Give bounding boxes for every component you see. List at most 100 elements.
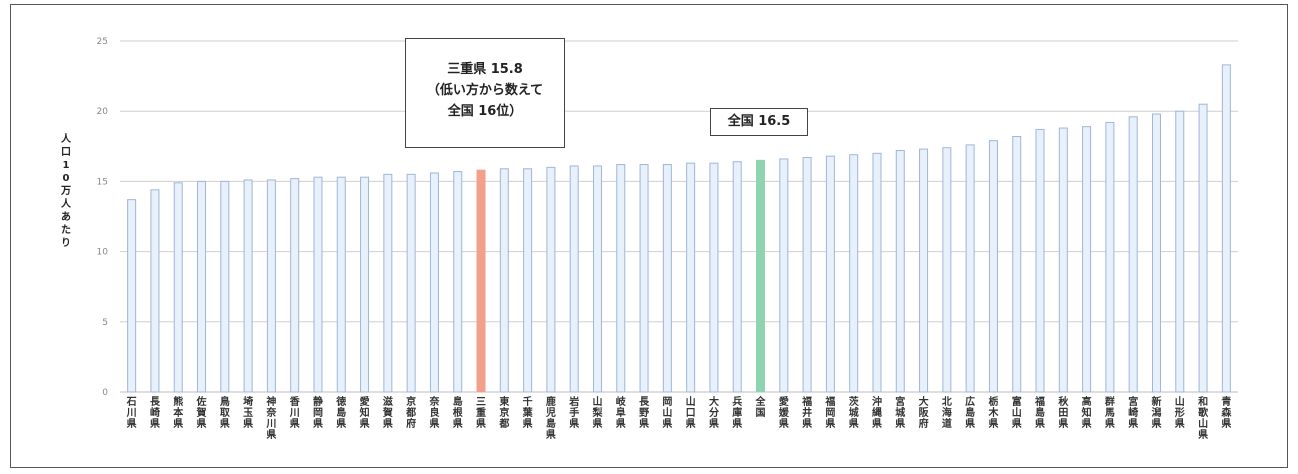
category-label: 沖縄県 xyxy=(872,395,882,430)
bar-36 xyxy=(942,147,952,393)
category-label: 岐阜県 xyxy=(616,395,626,430)
category-label: 広島県 xyxy=(965,395,975,430)
bar-42 xyxy=(1082,126,1092,393)
bar-34 xyxy=(895,150,905,393)
category-label: 北海道 xyxy=(942,395,952,430)
category-label: 三重県 xyxy=(476,396,486,430)
category-label: 奈良県 xyxy=(428,395,440,430)
category-label: 岡山県 xyxy=(662,396,672,430)
y-tick-label: 15 xyxy=(97,177,108,187)
bar-45 xyxy=(1151,113,1161,393)
category-label: 岩手県 xyxy=(568,395,579,430)
bar-31 xyxy=(825,155,835,393)
category-label: 栃木県 xyxy=(987,395,999,430)
category-label: 神奈川県 xyxy=(265,395,277,441)
bar-12 xyxy=(383,173,393,393)
bar-5 xyxy=(220,180,230,393)
bar-41 xyxy=(1058,127,1068,393)
category-label: 富山県 xyxy=(1012,395,1022,430)
mie-annotation: 三重県 15.8 （低い方から数えて 全国 16位） xyxy=(405,38,565,148)
bar-48 xyxy=(1221,64,1231,393)
category-label: 宮城県 xyxy=(895,395,905,430)
y-tick-label: 10 xyxy=(97,248,109,258)
category-label: 大阪府 xyxy=(919,395,930,430)
category-label: 和歌山県 xyxy=(1197,395,1209,441)
category-label: 熊本県 xyxy=(173,395,184,430)
bar-25 xyxy=(686,162,696,393)
category-label: 宮崎県 xyxy=(1128,395,1138,430)
bar-39 xyxy=(1012,135,1022,393)
national-annotation: 全国 16.5 xyxy=(710,108,808,136)
category-label: 大分県 xyxy=(709,395,719,430)
category-label: 青森県 xyxy=(1220,395,1232,430)
bar-4 xyxy=(197,180,207,393)
y-tick-label: 0 xyxy=(102,388,108,398)
bar-9 xyxy=(313,176,323,393)
bar-13 xyxy=(406,173,416,393)
bar-44 xyxy=(1128,116,1138,393)
category-label: 新潟県 xyxy=(1151,395,1161,430)
category-label: 秋田県 xyxy=(1058,395,1069,430)
bar-35 xyxy=(919,148,929,393)
bar-38 xyxy=(988,140,998,393)
category-label: 埼玉県 xyxy=(243,395,253,430)
mie-annotation-line-1: 三重県 15.8 xyxy=(447,62,523,77)
bar-15 xyxy=(453,171,463,393)
category-label: 長崎県 xyxy=(150,396,161,430)
bar-32 xyxy=(849,154,859,393)
bar-14 xyxy=(429,172,439,393)
category-label: 福岡県 xyxy=(824,395,835,430)
bar-33 xyxy=(872,152,882,393)
y-tick-label: 5 xyxy=(102,318,108,328)
category-label: 島根県 xyxy=(453,395,463,430)
bar-43 xyxy=(1105,121,1115,393)
category-label: 高知県 xyxy=(1081,395,1092,430)
bar-3 xyxy=(173,182,183,393)
category-label: 山口県 xyxy=(686,395,696,430)
y-axis-label: 人口 1 0 万人あたり xyxy=(60,132,72,249)
category-label: 山梨県 xyxy=(591,395,603,430)
mie-annotation-line-2: （低い方から数えて xyxy=(426,83,544,98)
category-label: 徳島県 xyxy=(335,395,346,430)
category-label: 香川県 xyxy=(289,395,300,430)
bar-19 xyxy=(546,166,556,393)
category-label: 福井県 xyxy=(801,395,812,430)
y-tick-labels: 0 5 10 15 20 25 xyxy=(97,37,109,398)
bar-10 xyxy=(336,176,346,393)
bar-20 xyxy=(569,165,579,393)
bar-28 xyxy=(756,159,766,393)
bar-21 xyxy=(592,165,602,393)
category-label: 福島県 xyxy=(1034,395,1045,430)
bar-7 xyxy=(266,179,276,393)
category-label: 兵庫県 xyxy=(732,395,742,430)
bar-47 xyxy=(1198,103,1208,393)
category-label: 山形県 xyxy=(1175,395,1185,430)
bar-17 xyxy=(499,168,509,393)
bar-2 xyxy=(150,189,160,393)
category-label: 全国 xyxy=(755,395,767,419)
bar-37 xyxy=(965,144,975,393)
mie-annotation-line-3: 全国 16位） xyxy=(447,104,523,119)
bars xyxy=(127,64,1231,393)
bar-23 xyxy=(639,164,649,393)
y-tick-label: 25 xyxy=(97,37,108,47)
x-category-labels: 石川県 長崎県 熊本県 佐賀県 鳥取県 埼玉県 神奈川県 香川県 静岡県 徳島県 愛知県 滋賀県 京都府… xyxy=(126,395,1233,441)
category-label: 愛知県 xyxy=(359,395,370,430)
bar-27 xyxy=(732,161,742,393)
category-label: 群馬県 xyxy=(1105,395,1115,430)
bar-40 xyxy=(1035,128,1045,393)
bar-1 xyxy=(127,199,137,393)
y-axis-label-text: 人口 1 0 万人あたり xyxy=(60,132,72,249)
category-label: 静岡県 xyxy=(313,395,323,430)
bar-11 xyxy=(360,176,370,393)
category-label: 長野県 xyxy=(639,396,650,430)
category-label: 滋賀県 xyxy=(382,395,393,430)
category-label: 東京都 xyxy=(498,395,509,430)
y-tick-label: 20 xyxy=(97,107,109,117)
bar-6 xyxy=(243,179,253,393)
bar-26 xyxy=(709,162,719,393)
bar-30 xyxy=(802,157,812,393)
bar-46 xyxy=(1175,110,1185,393)
bar-8 xyxy=(290,178,300,393)
